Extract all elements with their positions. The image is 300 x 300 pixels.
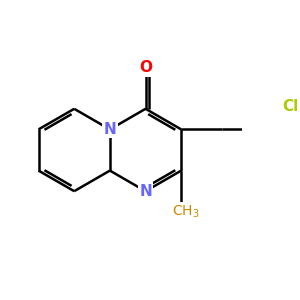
Text: Cl: Cl bbox=[282, 99, 298, 114]
Text: N: N bbox=[103, 122, 116, 137]
Text: N: N bbox=[139, 184, 152, 199]
Text: O: O bbox=[139, 60, 152, 75]
Text: CH$_3$: CH$_3$ bbox=[172, 204, 199, 220]
